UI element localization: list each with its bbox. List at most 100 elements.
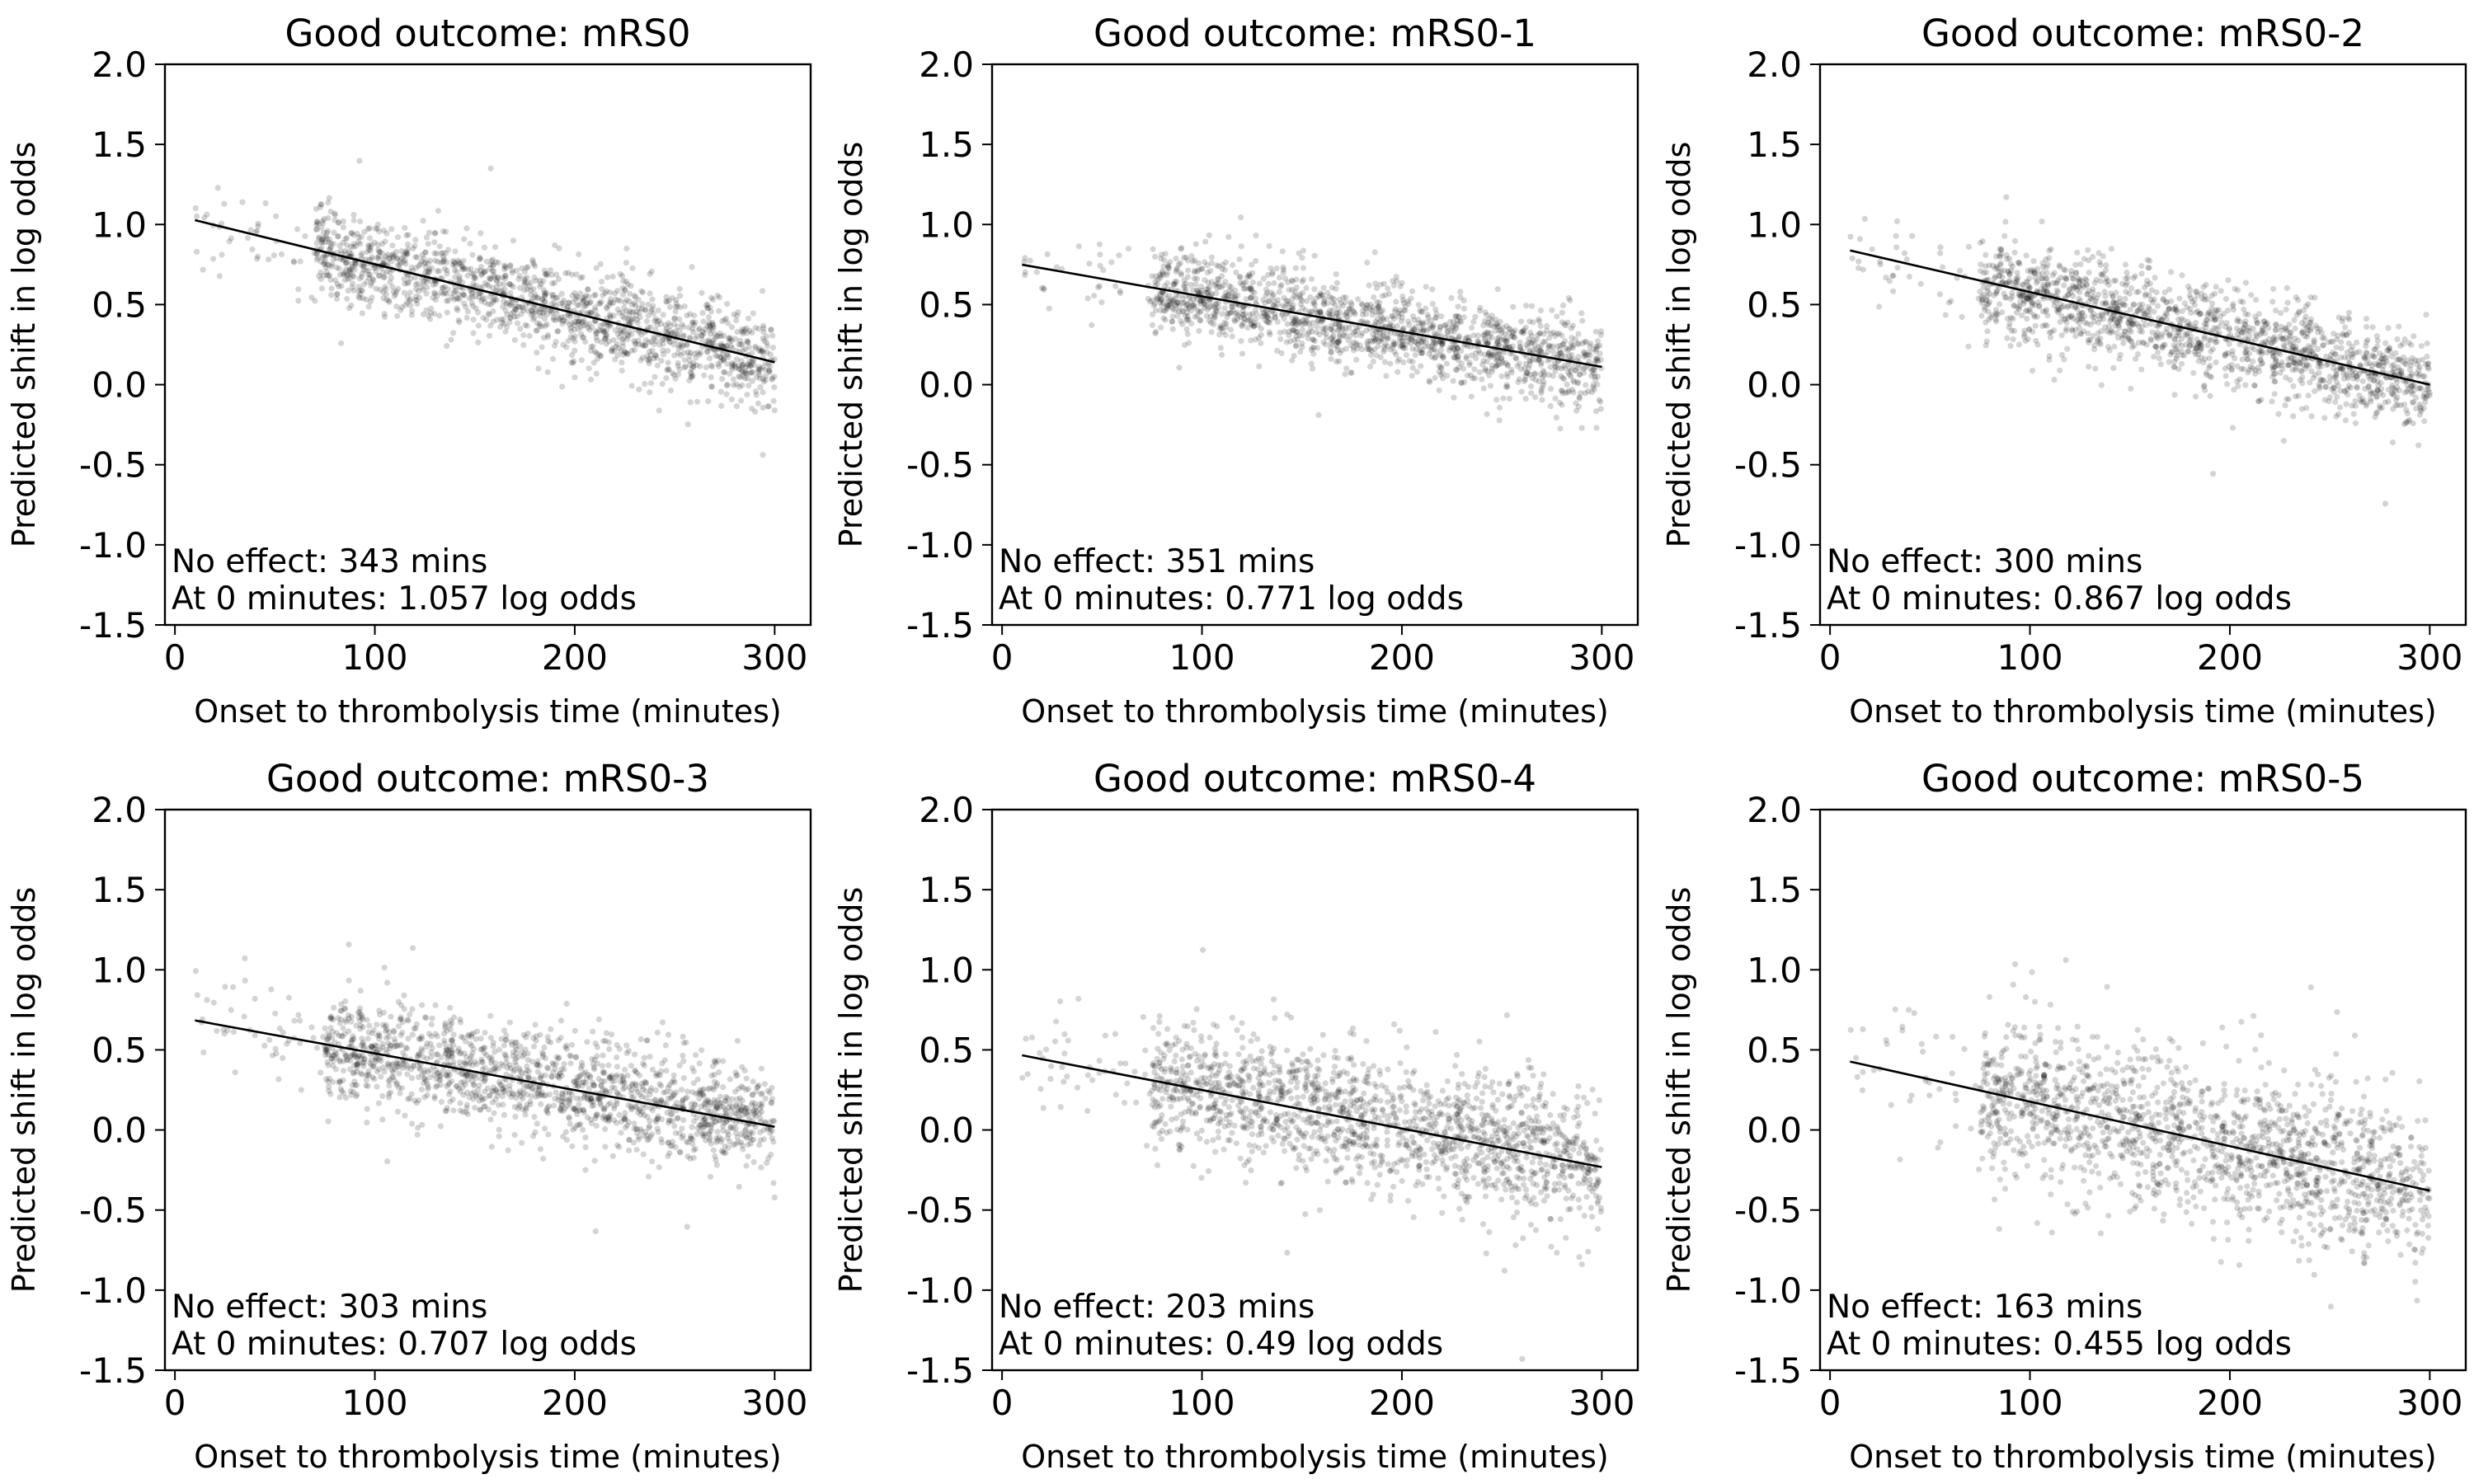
scatter-point — [2077, 310, 2083, 317]
scatter-point — [2195, 358, 2202, 364]
scatter-point — [2076, 319, 2082, 326]
scatter-point — [2173, 355, 2180, 362]
scatter-point — [483, 258, 490, 265]
scatter-point — [2024, 295, 2030, 302]
scatter-point — [1350, 308, 1357, 314]
scatter-point — [616, 1111, 623, 1118]
scatter-point — [2045, 282, 2052, 289]
scatter-point — [1286, 301, 1293, 308]
scatter-point — [1462, 336, 1469, 342]
scatter-point — [528, 287, 534, 294]
y-tick-label: -0.5 — [1734, 445, 1802, 486]
scatter-point — [383, 230, 390, 237]
scatter-point — [1455, 345, 1461, 351]
scatter-point — [706, 355, 713, 362]
scatter-point — [1366, 307, 1374, 313]
scatter-point — [633, 312, 640, 318]
scatter-point — [1196, 289, 1202, 296]
scatter-point — [1428, 354, 1435, 360]
scatter-point — [507, 262, 514, 269]
scatter-point — [1178, 246, 1184, 252]
scatter-point — [2390, 406, 2396, 412]
scatter-point — [1439, 340, 1446, 347]
scatter-point — [1218, 325, 1225, 332]
scatter-point — [1329, 299, 1336, 306]
scatter-point — [2425, 360, 2431, 367]
scatter-point — [2318, 377, 2325, 384]
scatter-point — [2204, 317, 2210, 323]
scatter-point — [1164, 302, 1170, 308]
scatter-point — [1311, 338, 1318, 345]
scatter-point — [2013, 275, 2020, 282]
scatter-point — [2108, 290, 2114, 297]
scatter-point — [749, 378, 755, 384]
scatter-point — [2298, 367, 2304, 374]
scatter-point — [2030, 300, 2036, 307]
scatter-point — [2139, 339, 2146, 345]
scatter-point — [736, 341, 742, 348]
scatter-point — [595, 326, 603, 334]
scatter-point — [548, 308, 555, 314]
scatter-point — [2340, 332, 2346, 339]
scatter-point — [1540, 369, 1547, 376]
scatter-point — [744, 370, 750, 377]
scatter-point — [2026, 284, 2033, 291]
scatter-point — [1593, 408, 1600, 415]
scatter-point — [1531, 337, 1537, 344]
scatter-point — [1227, 326, 1235, 333]
scatter-point — [2062, 267, 2068, 274]
scatter-point — [337, 1085, 344, 1092]
scatter-point — [1389, 312, 1395, 320]
scatter-point — [2187, 295, 2194, 302]
scatter-point — [2394, 383, 2401, 391]
scatter-point — [255, 220, 261, 227]
scatter-point — [2049, 272, 2056, 279]
scatter-point — [2109, 315, 2115, 322]
scatter-point — [490, 318, 496, 325]
scatter-point — [2302, 345, 2308, 352]
scatter-point — [1385, 335, 1392, 342]
scatter-point — [529, 304, 536, 311]
scatter-point — [615, 345, 623, 351]
scatter-point — [430, 281, 437, 289]
scatter-point — [1232, 318, 1239, 325]
scatter-point — [2416, 385, 2424, 392]
scatter-point — [759, 1101, 765, 1107]
scatter-point — [1537, 308, 1544, 314]
scatter-point — [580, 298, 587, 304]
scatter-point — [214, 185, 221, 191]
scatter-point — [1188, 253, 1195, 260]
scatter-point — [1166, 298, 1173, 305]
scatter-point — [1193, 275, 1200, 282]
scatter-point — [2179, 336, 2185, 342]
scatter-point — [349, 261, 355, 267]
scatter-point — [1183, 309, 1190, 316]
scatter-point — [551, 342, 558, 350]
scatter-point — [2187, 306, 2194, 312]
scatter-point — [1292, 315, 1299, 322]
scatter-point — [663, 298, 670, 305]
scatter-point — [413, 297, 420, 303]
scatter-point — [2072, 333, 2079, 340]
scatter-point — [1477, 304, 1484, 311]
scatter-point — [1415, 341, 1422, 348]
scatter-point — [741, 326, 748, 333]
scatter-point — [549, 355, 557, 362]
scatter-point — [1213, 308, 1220, 315]
scatter-point — [1183, 280, 1189, 287]
scatter-point — [333, 255, 340, 261]
scatter-point — [1373, 298, 1380, 306]
scatter-point — [506, 302, 513, 308]
scatter-point — [332, 212, 338, 218]
scatter-point — [1982, 297, 1989, 303]
scatter-point — [593, 328, 600, 335]
scatter-point — [2371, 354, 2378, 360]
scatter-point — [2372, 346, 2378, 353]
scatter-point — [725, 354, 731, 360]
scatter-point — [2300, 362, 2307, 369]
scatter-point — [736, 373, 742, 380]
scatter-point — [670, 341, 677, 348]
scatter-point — [1901, 250, 1908, 256]
scatter-point — [633, 303, 639, 309]
scatter-point — [404, 294, 411, 300]
